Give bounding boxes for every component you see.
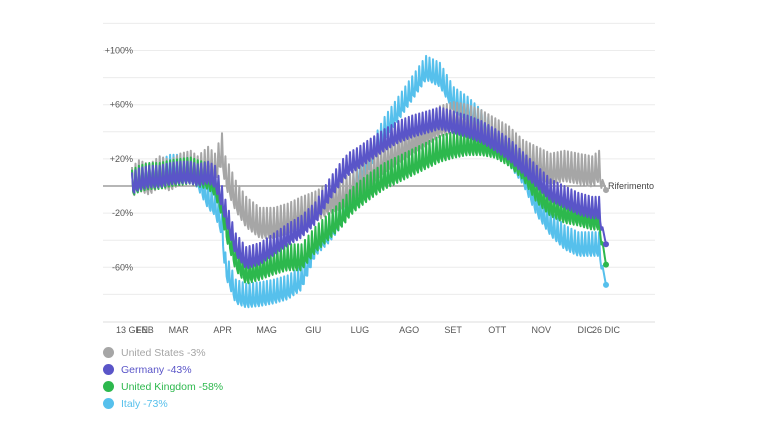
series-end-marker: [603, 281, 609, 288]
reference-label: Riferimento: [608, 181, 654, 191]
x-tick-label: AGO: [399, 325, 419, 335]
x-tick-label: OTT: [488, 325, 506, 335]
legend-dot-icon: [103, 381, 114, 392]
y-tick-label: -20%: [112, 208, 133, 218]
series-line-germany: [131, 106, 607, 269]
series-end-marker: [603, 241, 609, 248]
y-axis-ticks: +100% +60% +20% -20% -60%: [105, 46, 133, 273]
x-tick-label: APR: [213, 325, 232, 335]
series-end-marker: [603, 187, 609, 194]
legend-item-united-states[interactable]: United States -3%: [103, 344, 223, 361]
x-tick-label: MAG: [256, 325, 277, 335]
legend-dot-icon: [103, 364, 114, 375]
legend-item-united-kingdom[interactable]: United Kingdom -58%: [103, 378, 223, 395]
x-tick-label: LUG: [351, 325, 370, 335]
y-tick-label: +100%: [105, 46, 133, 56]
x-tick-label: FEB: [136, 325, 154, 335]
x-tick-label: MAR: [169, 325, 190, 335]
x-tick-label: GIU: [305, 325, 321, 335]
series-end-marker: [603, 261, 609, 268]
legend-label: Germany -43%: [121, 363, 192, 376]
series-lines: [131, 54, 609, 309]
y-tick-label: -60%: [112, 262, 133, 272]
x-tick-label: SET: [444, 325, 462, 335]
legend-item-italy[interactable]: Italy -73%: [103, 395, 223, 412]
legend-dot-icon: [103, 398, 114, 409]
x-tick-label: DIC: [578, 325, 594, 335]
legend-item-germany[interactable]: Germany -43%: [103, 361, 223, 378]
legend-label: United Kingdom -58%: [121, 380, 224, 393]
legend-label: Italy -73%: [121, 397, 168, 410]
x-tick-label: 26 DIC: [592, 325, 621, 335]
x-tick-label: 13 GEN: [116, 325, 148, 335]
y-tick-label: +60%: [110, 100, 133, 110]
legend-label: United States -3%: [121, 346, 206, 359]
legend-dot-icon: [103, 347, 114, 358]
y-tick-label: +20%: [110, 154, 133, 164]
x-tick-label: NOV: [531, 325, 551, 335]
legend: United States -3% Germany -43% United Ki…: [103, 344, 223, 412]
